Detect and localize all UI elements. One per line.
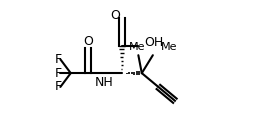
Text: F: F xyxy=(55,80,62,93)
Text: F: F xyxy=(55,67,62,80)
Text: Me: Me xyxy=(161,42,177,52)
Text: O: O xyxy=(83,35,93,48)
Text: NH: NH xyxy=(95,76,114,89)
Text: Me: Me xyxy=(129,42,145,52)
Text: OH: OH xyxy=(144,36,163,49)
Text: F: F xyxy=(55,53,62,66)
Text: O: O xyxy=(111,9,121,22)
